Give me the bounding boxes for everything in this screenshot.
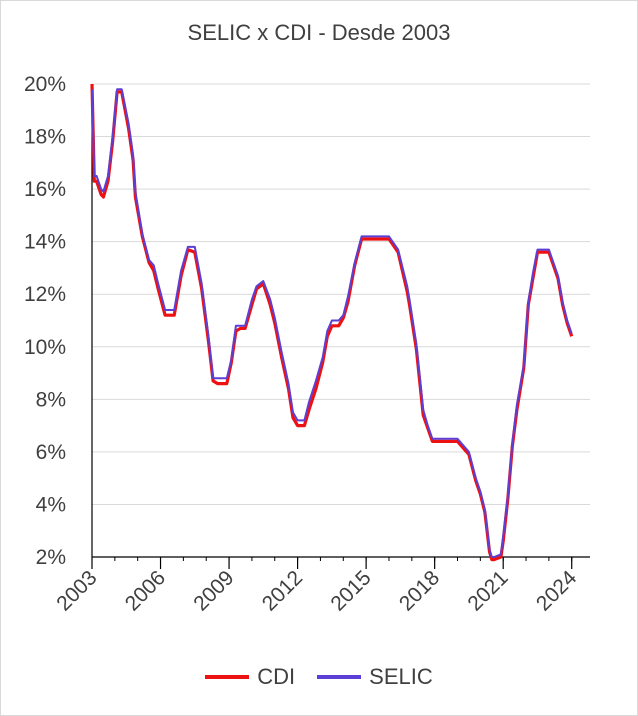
- y-tick-label: 20%: [24, 73, 66, 96]
- legend-swatch-selic: [317, 675, 362, 679]
- y-tick-label: 16%: [24, 178, 66, 201]
- y-tick-label: 6%: [36, 441, 66, 464]
- series-line-selic: [91, 88, 573, 558]
- y-tick-label: 12%: [24, 283, 66, 306]
- x-tick-label: 2018: [395, 566, 444, 615]
- x-tick-label: 2012: [258, 566, 307, 615]
- legend-item-selic: SELIC: [317, 664, 433, 690]
- x-tick-label: 2009: [189, 566, 238, 615]
- series-lines: [90, 83, 574, 562]
- x-tick-label: 2006: [121, 566, 170, 615]
- legend-item-cdi: CDI: [205, 664, 295, 690]
- y-tick-label: 8%: [36, 388, 66, 411]
- legend-label-selic: SELIC: [369, 664, 433, 689]
- axes: [91, 84, 590, 569]
- y-tick-labels: 20% 18% 16% 14% 12% 10% 8% 6% 4% 2%: [24, 73, 66, 569]
- y-tick-label: 14%: [24, 231, 66, 254]
- y-tick-label: 2%: [36, 546, 66, 569]
- gridlines: [92, 83, 590, 505]
- legend: CDI SELIC: [0, 664, 638, 690]
- x-tick-label: 2021: [463, 566, 512, 615]
- legend-swatch-cdi: [205, 675, 250, 679]
- x-tick-label: 2024: [532, 566, 582, 616]
- y-tick-label: 10%: [24, 336, 66, 359]
- legend-label-cdi: CDI: [257, 664, 296, 689]
- chart-title: SELIC x CDI - Desde 2003: [187, 20, 451, 45]
- x-tick-label: 2015: [326, 566, 375, 615]
- y-tick-label: 4%: [36, 493, 66, 516]
- y-tick-label: 18%: [24, 126, 66, 149]
- x-tick-label: 2003: [52, 566, 101, 615]
- series-line-cdi: [90, 83, 574, 562]
- x-tick-labels: 2003 2006 2009 2012 2015 2018 2021 2024: [52, 566, 581, 616]
